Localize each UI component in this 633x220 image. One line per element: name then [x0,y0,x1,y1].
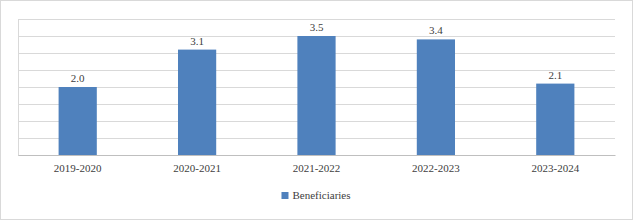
data-label: 3.5 [310,21,324,33]
x-axis-line [19,155,616,156]
plot-area: 2019-2020 2020-2021 2021-2022 2022-2023 2023… [18,20,616,175]
legend: Beneficiaries [281,189,350,201]
x-tick-label: 2021-2022 [293,162,341,174]
x-axis: 2019-2020 2020-2021 2021-2022 2022-2023 2023… [19,155,616,174]
x-tick: 2023-2024 [531,155,579,174]
x-tick: 2021-2022 [293,155,341,174]
data-label: 3.1 [190,35,204,47]
x-tick: 2019-2020 [54,155,102,174]
data-label: 2.0 [71,72,85,84]
x-tick-label: 2023-2024 [531,162,579,174]
legend-label: Beneficiaries [292,189,350,201]
data-label: 3.4 [429,24,443,36]
x-tick: 2020-2021 [173,155,221,174]
data-labels: 2.0 3.1 3.5 3.4 2.1 [71,21,562,84]
legend-swatch [281,192,288,199]
bar [297,36,335,155]
bar [536,84,574,155]
grid-line [18,19,615,20]
y-axis [18,20,615,156]
x-tick-label: 2022-2023 [412,162,460,174]
y-tick [18,155,615,156]
x-tick-label: 2020-2021 [173,162,221,174]
y-tick [18,19,615,20]
bar [417,39,455,155]
x-tick-label: 2019-2020 [54,162,102,174]
y-axis-line [19,20,616,156]
data-label: 2.1 [548,69,562,81]
grid-line [18,155,615,156]
x-tick: 2022-2023 [412,155,460,174]
chart: 2019-2020 2020-2021 2021-2022 2022-2023 2023… [0,0,633,220]
bar [178,50,216,155]
bar [59,87,97,155]
chart-border [1,1,633,220]
bars [59,36,575,155]
